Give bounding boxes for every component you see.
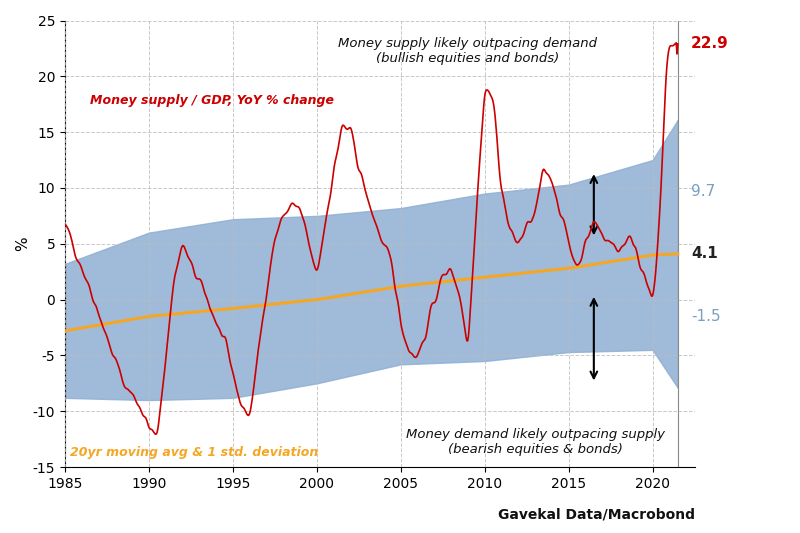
Text: Money supply likely outpacing demand
(bullish equities and bonds): Money supply likely outpacing demand (bu… xyxy=(338,37,598,65)
Text: Money supply / GDP, YoY % change: Money supply / GDP, YoY % change xyxy=(90,94,334,107)
Text: -1.5: -1.5 xyxy=(691,309,721,324)
Text: 9.7: 9.7 xyxy=(691,184,715,199)
Text: Money demand likely outpacing supply
(bearish equities & bonds): Money demand likely outpacing supply (be… xyxy=(406,428,665,456)
Text: Gavekal Data/Macrobond: Gavekal Data/Macrobond xyxy=(498,507,694,521)
Text: 22.9: 22.9 xyxy=(691,36,729,52)
Text: 20yr moving avg & 1 std. deviation: 20yr moving avg & 1 std. deviation xyxy=(70,446,318,459)
Y-axis label: %: % xyxy=(15,237,30,251)
Text: 4.1: 4.1 xyxy=(691,246,718,261)
